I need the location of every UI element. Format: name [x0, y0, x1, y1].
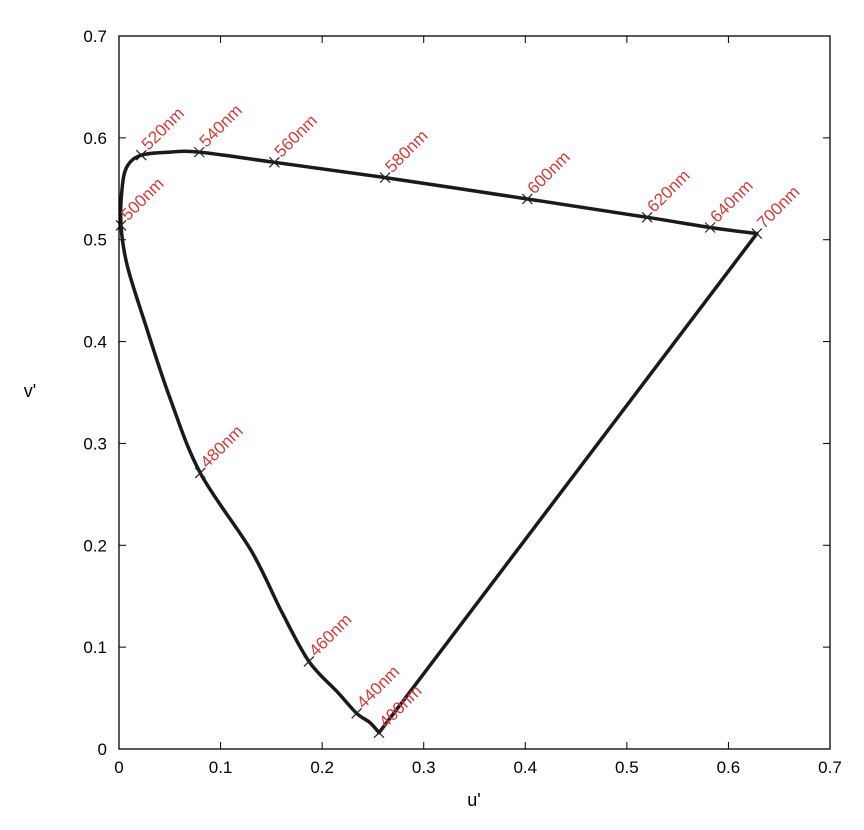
- wavelength-marker: [641, 211, 653, 223]
- wavelength-marker: [379, 172, 391, 184]
- marker-cross-b: [268, 156, 280, 168]
- y-tick-label: 0.5: [83, 231, 107, 250]
- marker-cross-b: [303, 655, 315, 667]
- wavelength-label: 700nm: [753, 182, 803, 232]
- wavelength-label: 480nm: [197, 422, 247, 472]
- marker-cross-b: [641, 211, 653, 223]
- x-tick-label: 0.2: [310, 758, 334, 777]
- purple-line: [377, 231, 759, 735]
- wavelength-marker: [351, 707, 363, 719]
- x-tick-label: 0.6: [717, 758, 741, 777]
- wavelength-marker: [194, 467, 206, 479]
- y-axis-title: v': [24, 381, 36, 401]
- wavelength-marker: [373, 727, 385, 739]
- wavelength-label: 560nm: [271, 111, 321, 161]
- wavelength-label: 500nm: [117, 174, 167, 224]
- wavelength-label: 460nm: [305, 610, 355, 660]
- wavelength-label: 520nm: [138, 104, 188, 154]
- marker-cross-b: [135, 149, 147, 161]
- x-tick-label: 0.1: [209, 758, 233, 777]
- marker-cross-b: [115, 220, 127, 231]
- marker-cross-b: [193, 146, 205, 158]
- y-tick-label: 0.2: [83, 536, 107, 555]
- wavelength-marker: [115, 220, 127, 231]
- wavelength-marker: [268, 156, 280, 168]
- marker-cross-b: [379, 172, 391, 184]
- y-tick-label: 0.3: [83, 434, 107, 453]
- wavelength-label: 600nm: [524, 148, 574, 198]
- x-tick-label: 0.5: [615, 758, 639, 777]
- marker-cross-b: [351, 707, 363, 719]
- marker-cross-b: [704, 222, 716, 233]
- marker-cross-b: [521, 193, 533, 205]
- y-tick-label: 0.7: [83, 27, 107, 46]
- wavelength-marker: [193, 146, 205, 158]
- y-tick-label: 0.1: [83, 638, 107, 657]
- x-tick-label: 0.4: [513, 758, 537, 777]
- marker-cross-b: [194, 467, 206, 479]
- wavelength-marker: [751, 228, 763, 240]
- x-tick-label: 0.7: [818, 758, 842, 777]
- wavelength-marker: [704, 222, 716, 233]
- wavelength-label: 540nm: [196, 101, 246, 151]
- wavelength-label: 640nm: [707, 176, 757, 226]
- wavelength-label: 580nm: [382, 126, 432, 176]
- y-tick-label: 0.6: [83, 129, 107, 148]
- x-axis-title: u': [467, 790, 480, 810]
- y-tick-label: 0: [98, 740, 107, 759]
- marker-cross-b: [373, 727, 385, 739]
- y-tick-label: 0.4: [83, 333, 107, 352]
- ticks-layer: 0 0.1 0.2 0.3 0.4 0.5 0.6 0.7 0 0.1 0.2 0.3 0.4 0.5 0.…: [83, 27, 841, 777]
- marker-cross-b: [751, 228, 763, 240]
- wavelength-marker: [303, 655, 315, 667]
- x-tick-label: 0.3: [412, 758, 436, 777]
- wavelength-label: 620nm: [644, 166, 694, 216]
- x-tick-label: 0: [114, 758, 123, 777]
- wavelength-marker: [521, 193, 533, 205]
- plot-frame: [118, 35, 831, 750]
- wavelength-marker: [135, 149, 147, 161]
